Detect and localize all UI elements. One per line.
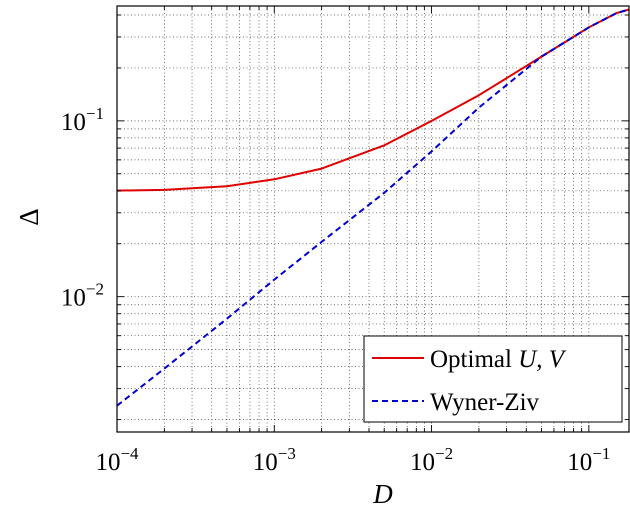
legend-label-optimal: Optimal U, V bbox=[430, 346, 567, 373]
tick-labels: 10−4 10−3 10−2 10−1 10−2 10−1 bbox=[61, 104, 610, 476]
y-tick-label: 10−2 bbox=[61, 280, 104, 312]
plot-frame bbox=[116, 5, 630, 433]
legend-label-optimal-v: V bbox=[549, 346, 567, 373]
x-axis-label: D bbox=[372, 479, 393, 509]
series-layer bbox=[116, 8, 630, 407]
x-tick-label: 10−2 bbox=[410, 444, 453, 476]
legend-label-optimal-text: Optimal bbox=[430, 346, 518, 373]
x-tick-label: 10−1 bbox=[567, 444, 610, 476]
legend-label-wynerziv: Wyner-Ziv bbox=[430, 389, 540, 416]
x-tick-label: 10−3 bbox=[253, 444, 296, 476]
legend-label-optimal-sep: , bbox=[536, 346, 549, 373]
y-axis-label: Δ bbox=[14, 208, 44, 225]
legend: Optimal U, V Wyner-Ziv bbox=[363, 335, 623, 423]
y-tick-label: 10−1 bbox=[61, 104, 104, 136]
ticks bbox=[116, 6, 629, 432]
legend-label-optimal-u: U bbox=[518, 346, 538, 373]
legend-box bbox=[363, 335, 623, 423]
x-tick-label: 10−4 bbox=[95, 444, 139, 476]
series-line-wyner-ziv bbox=[116, 8, 630, 407]
